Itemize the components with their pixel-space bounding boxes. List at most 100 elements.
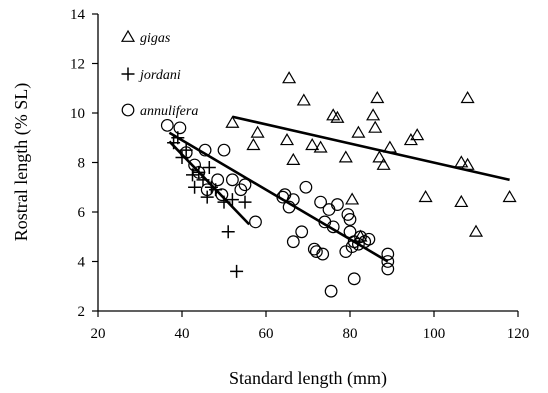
x-tick-label: 40 xyxy=(175,326,190,342)
point-gigas xyxy=(460,157,475,170)
point-jordani xyxy=(188,180,202,194)
point-annulifera xyxy=(173,121,187,135)
x-tick-label: 20 xyxy=(91,326,106,342)
point-gigas xyxy=(313,140,328,153)
point-annulifera xyxy=(352,237,365,251)
x-tick-label: 120 xyxy=(507,326,530,342)
point-annulifera xyxy=(326,220,340,234)
point-jordani xyxy=(221,225,235,239)
point-gigas xyxy=(382,140,397,153)
point-annulifera xyxy=(160,118,174,132)
legend-marker-annulifera xyxy=(121,103,135,117)
point-jordani xyxy=(225,193,239,207)
point-jordani xyxy=(175,151,189,165)
point-annulifera xyxy=(381,262,395,276)
point-annulifera xyxy=(299,180,313,194)
point-annulifera xyxy=(249,215,262,229)
point-annulifera xyxy=(347,272,361,286)
point-jordani xyxy=(202,160,216,174)
point-jordani xyxy=(217,195,231,209)
point-annulifera xyxy=(316,247,330,261)
point-annulifera xyxy=(324,284,338,298)
point-gigas xyxy=(351,125,366,138)
legend-label-gigas: gigas xyxy=(140,31,171,46)
legend: gigas jordani annulifera xyxy=(120,29,198,119)
x-tick-label: 60 xyxy=(259,326,274,342)
point-gigas xyxy=(376,157,391,170)
legend-label-jordani: jordani xyxy=(138,68,181,83)
y-tick-label: 10 xyxy=(70,106,85,122)
point-annulifera xyxy=(278,188,292,202)
point-annulifera xyxy=(310,245,323,259)
point-gigas xyxy=(372,150,387,163)
point-gigas xyxy=(454,194,469,208)
axis-ticks: 20 40 60 80 100 120 2 4 6 8 10 12 14 xyxy=(70,7,529,342)
point-gigas xyxy=(305,137,320,151)
point-gigas xyxy=(338,150,353,163)
point-annulifera xyxy=(200,183,214,197)
y-tick-label: 8 xyxy=(78,156,86,172)
legend-marker-gigas xyxy=(120,29,136,42)
point-jordani xyxy=(179,143,193,157)
point-annulifera xyxy=(314,195,328,209)
point-gigas xyxy=(246,137,261,151)
point-gigas xyxy=(296,93,311,106)
point-gigas xyxy=(286,152,301,165)
point-gigas xyxy=(225,115,240,128)
legend-label-annulifera: annulifera xyxy=(140,104,198,119)
legend-marker-jordani xyxy=(121,67,135,81)
point-gigas xyxy=(279,133,295,146)
point-annulifera xyxy=(286,193,300,207)
point-annulifera xyxy=(282,200,296,214)
point-gigas xyxy=(345,192,360,205)
point-gigas xyxy=(282,71,297,84)
point-annulifera xyxy=(225,173,239,187)
point-jordani xyxy=(230,264,244,278)
data-points xyxy=(160,71,517,298)
point-gigas xyxy=(410,128,425,141)
y-tick-label: 6 xyxy=(78,205,86,221)
x-tick-label: 100 xyxy=(423,326,446,342)
legend-marker-annulifera xyxy=(121,103,135,117)
point-annulifera xyxy=(322,203,336,216)
y-tick-label: 14 xyxy=(70,7,86,23)
point-annulifera xyxy=(234,183,248,197)
point-gigas xyxy=(454,155,469,168)
point-annulifera xyxy=(198,143,212,157)
point-gigas xyxy=(330,110,345,123)
point-annulifera xyxy=(295,225,309,239)
point-gigas xyxy=(460,90,475,104)
point-annulifera xyxy=(188,158,202,172)
legend-marker-jordani xyxy=(121,67,135,81)
point-gigas xyxy=(250,125,265,138)
point-annulifera xyxy=(179,146,193,160)
point-jordani xyxy=(238,195,252,209)
point-gigas xyxy=(468,224,484,237)
trendline-gigas xyxy=(232,115,510,182)
point-annulifera xyxy=(215,188,229,202)
y-axis-title: Rostral length (% SL) xyxy=(11,83,32,241)
point-annulifera xyxy=(331,198,344,211)
point-gigas xyxy=(370,90,385,104)
point-annulifera xyxy=(238,178,252,192)
point-gigas xyxy=(418,189,433,203)
point-annulifera xyxy=(286,235,300,249)
point-annulifera xyxy=(217,143,231,157)
y-tick-label: 4 xyxy=(78,255,86,271)
legend-marker-gigas xyxy=(120,29,136,42)
point-annulifera xyxy=(362,232,376,246)
point-annulifera xyxy=(381,247,395,261)
point-gigas xyxy=(368,120,383,133)
point-annulifera xyxy=(211,173,225,187)
plot-area: 20 40 60 80 100 120 2 4 6 8 10 12 14 xyxy=(70,7,529,342)
point-annulifera xyxy=(354,230,367,244)
point-gigas xyxy=(366,108,381,121)
point-annulifera xyxy=(343,213,357,226)
x-tick-label: 80 xyxy=(343,326,358,342)
point-gigas xyxy=(502,189,517,203)
trendline-annulifera xyxy=(168,131,389,263)
point-annulifera xyxy=(192,165,206,179)
x-axis-title: Standard length (mm) xyxy=(229,368,387,389)
point-jordani xyxy=(200,190,214,204)
